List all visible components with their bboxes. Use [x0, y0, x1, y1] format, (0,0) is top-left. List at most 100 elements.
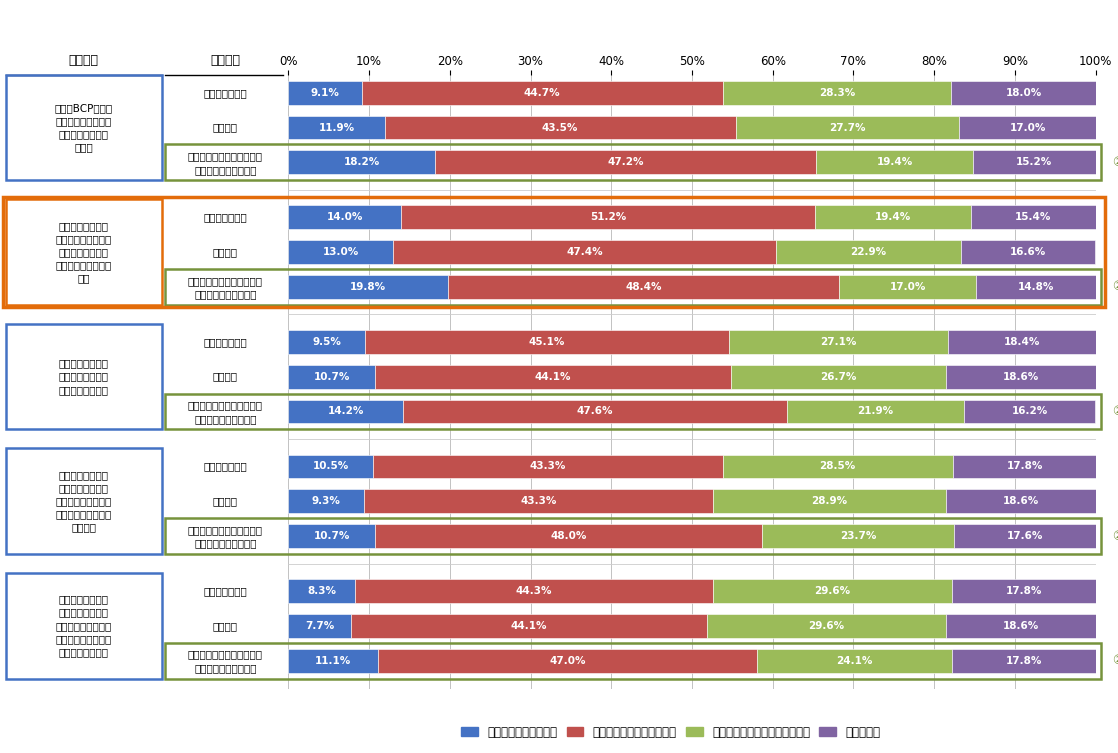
Bar: [288, 81, 362, 105]
Bar: [838, 275, 976, 299]
Bar: [954, 524, 1096, 548]
Bar: [757, 648, 951, 672]
Bar: [953, 455, 1097, 478]
Bar: [959, 116, 1097, 139]
Text: 18.6%: 18.6%: [1003, 620, 1039, 631]
Text: 29.6%: 29.6%: [814, 586, 851, 596]
Text: ②: ②: [1112, 156, 1118, 169]
Text: 同業他社: 同業他社: [212, 496, 238, 506]
Text: 44.3%: 44.3%: [517, 586, 552, 596]
Text: 18.2%: 18.2%: [343, 157, 380, 167]
Text: ②: ②: [1112, 654, 1118, 667]
Bar: [362, 81, 722, 105]
Text: 48.4%: 48.4%: [625, 282, 662, 292]
Text: 44.1%: 44.1%: [534, 372, 571, 382]
Bar: [448, 275, 838, 299]
Text: 43.3%: 43.3%: [530, 462, 566, 471]
Bar: [713, 489, 946, 513]
Text: 同業他社: 同業他社: [212, 247, 238, 257]
Bar: [722, 455, 953, 478]
Bar: [946, 614, 1096, 638]
Text: 9.1%: 9.1%: [311, 87, 340, 98]
Bar: [375, 364, 731, 389]
Bar: [378, 648, 757, 672]
Text: 15.2%: 15.2%: [1016, 157, 1052, 167]
Bar: [356, 579, 713, 603]
Bar: [401, 206, 815, 229]
Text: 18.0%: 18.0%: [1006, 87, 1042, 98]
Bar: [951, 579, 1096, 603]
Bar: [946, 489, 1097, 513]
Text: 47.0%: 47.0%: [549, 656, 586, 666]
Text: （調達先や納入先等）: （調達先や納入先等）: [195, 414, 256, 424]
Bar: [707, 614, 946, 638]
Text: 11.1%: 11.1%: [315, 656, 351, 666]
Bar: [951, 81, 1097, 105]
Bar: [288, 275, 448, 299]
Text: 17.0%: 17.0%: [1010, 123, 1046, 133]
Bar: [729, 330, 948, 354]
Bar: [722, 81, 951, 105]
Bar: [288, 579, 356, 603]
Text: 28.3%: 28.3%: [818, 87, 855, 98]
Bar: [776, 240, 960, 264]
Bar: [435, 151, 816, 174]
Text: 密接な取引関係のある企業: 密接な取引関係のある企業: [188, 650, 263, 660]
Text: 51.2%: 51.2%: [590, 212, 626, 222]
Bar: [404, 400, 787, 423]
Bar: [394, 240, 776, 264]
Text: 近隣地域内企業: 近隣地域内企業: [203, 462, 247, 471]
Bar: [385, 116, 736, 139]
Text: 密接な取引関係のある企業: 密接な取引関係のある企業: [188, 401, 263, 410]
Text: 9.5%: 9.5%: [312, 337, 341, 347]
Bar: [288, 151, 435, 174]
Text: 14.8%: 14.8%: [1017, 282, 1054, 292]
Text: 16.6%: 16.6%: [1010, 247, 1046, 257]
Bar: [731, 364, 946, 389]
Text: 47.6%: 47.6%: [577, 407, 614, 416]
Bar: [713, 579, 951, 603]
Text: 21.9%: 21.9%: [858, 407, 893, 416]
Text: 28.9%: 28.9%: [812, 496, 847, 506]
Bar: [351, 614, 707, 638]
Text: 密接な取引関係のある企業: 密接な取引関係のある企業: [188, 525, 263, 535]
Text: 共同でBCPを策定
（策定ノウハウ不足
や資金面等の負荷
軽減）: 共同でBCPを策定 （策定ノウハウ不足 や資金面等の負荷 軽減）: [55, 102, 113, 152]
Text: 密接な取引関係のある企業: 密接な取引関係のある企業: [188, 151, 263, 161]
Text: （調達先や納入先等）: （調達先や納入先等）: [195, 538, 256, 548]
Text: 48.0%: 48.0%: [550, 531, 587, 541]
Bar: [373, 455, 722, 478]
Text: 44.7%: 44.7%: [524, 87, 560, 98]
Text: 19.4%: 19.4%: [875, 212, 911, 222]
Bar: [363, 489, 713, 513]
Bar: [288, 400, 404, 423]
Text: 10.7%: 10.7%: [313, 531, 350, 541]
Text: 29.6%: 29.6%: [808, 620, 844, 631]
Text: 19.4%: 19.4%: [877, 157, 912, 167]
Text: 14.0%: 14.0%: [326, 212, 363, 222]
Text: ②: ②: [1112, 280, 1118, 294]
Text: 連携対象: 連携対象: [210, 53, 240, 67]
Bar: [288, 614, 351, 638]
Text: 連携施策: 連携施策: [69, 53, 98, 67]
Text: 8.3%: 8.3%: [307, 586, 337, 596]
Bar: [976, 275, 1096, 299]
Text: 27.1%: 27.1%: [821, 337, 856, 347]
Bar: [951, 648, 1096, 672]
Text: 近隣地域内企業: 近隣地域内企業: [203, 212, 247, 222]
Text: 10.7%: 10.7%: [313, 372, 350, 382]
Bar: [288, 240, 394, 264]
Text: 11.9%: 11.9%: [319, 123, 354, 133]
Bar: [288, 116, 385, 139]
Text: 7.7%: 7.7%: [305, 620, 334, 631]
Text: 45.1%: 45.1%: [529, 337, 566, 347]
Text: 17.8%: 17.8%: [1005, 586, 1042, 596]
Text: （調達先や納入先等）: （調達先や納入先等）: [195, 165, 256, 175]
Text: 22.9%: 22.9%: [851, 247, 887, 257]
Text: 18.6%: 18.6%: [1003, 372, 1040, 382]
Bar: [815, 206, 972, 229]
Legend: 是非とも取り組みたい, 条件が合えば取り組みたい, 課題解決に資するとは思えない, わからない: 是非とも取り組みたい, 条件が合えば取り組みたい, 課題解決に資するとは思えない…: [456, 721, 885, 743]
Text: 27.7%: 27.7%: [830, 123, 865, 133]
Text: 19.8%: 19.8%: [350, 282, 387, 292]
Text: 28.5%: 28.5%: [819, 462, 856, 471]
Text: 47.4%: 47.4%: [567, 247, 603, 257]
